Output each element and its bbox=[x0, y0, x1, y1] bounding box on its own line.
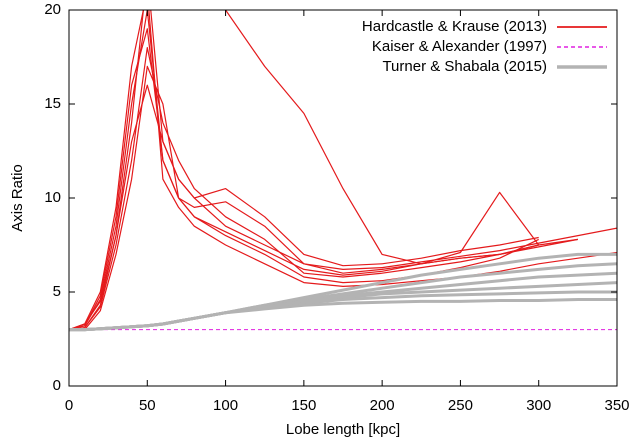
legend-label: Hardcastle & Krause (2013) bbox=[362, 18, 547, 35]
series-line bbox=[69, 47, 539, 331]
x-tick-label: 300 bbox=[526, 397, 551, 414]
x-tick-label: 100 bbox=[213, 397, 238, 414]
x-tick-label: 50 bbox=[139, 397, 156, 414]
y-tick-label: 20 bbox=[44, 1, 61, 18]
x-tick-label: 250 bbox=[448, 397, 473, 414]
legend-label: Turner & Shabala (2015) bbox=[382, 58, 547, 75]
y-axis-label: Axis Ratio bbox=[9, 164, 26, 232]
series-line bbox=[69, 65, 579, 331]
x-tick-label: 350 bbox=[604, 397, 629, 414]
series-line bbox=[69, 84, 539, 331]
x-tick-label: 150 bbox=[291, 397, 316, 414]
series-line bbox=[69, 10, 617, 331]
y-tick-label: 15 bbox=[44, 95, 61, 112]
y-tick-label: 10 bbox=[44, 189, 61, 206]
series-line bbox=[224, 10, 578, 265]
series-line bbox=[69, 298, 617, 332]
y-tick-label: 0 bbox=[53, 377, 61, 394]
x-tick-label: 200 bbox=[370, 397, 395, 414]
y-tick-label: 5 bbox=[53, 283, 61, 300]
legend-label: Kaiser & Alexander (1997) bbox=[372, 38, 547, 55]
plot-area bbox=[69, 10, 617, 332]
series-line bbox=[69, 10, 540, 331]
x-axis-label: Lobe length [kpc] bbox=[286, 421, 400, 438]
x-tick-label: 0 bbox=[65, 397, 73, 414]
